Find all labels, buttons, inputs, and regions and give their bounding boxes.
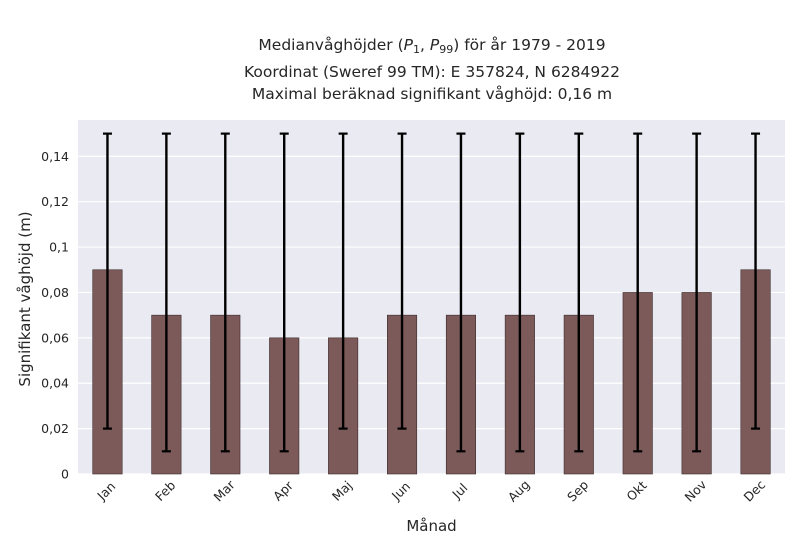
y-tick-label: 0,14 — [41, 149, 69, 164]
y-tick-label: 0,1 — [49, 240, 69, 255]
x-tick-label: Maj — [329, 478, 355, 504]
gridlines — [78, 155, 785, 475]
y-tick-label: 0 — [61, 467, 69, 482]
x-tick-label: Mar — [210, 477, 238, 505]
y-tick-label: 0,08 — [41, 285, 69, 300]
x-tick-label: Apr — [270, 477, 297, 504]
x-axis-ticks: Jan Feb Mar Apr Maj Jun Jul Aug Sep Okt Nov Dec — [93, 476, 768, 504]
x-tick-label: Feb — [152, 478, 178, 504]
title-line-3: Maximal beräknad signifikant våghöjd: 0,… — [251, 85, 613, 103]
x-tick-label: Nov — [682, 476, 710, 504]
x-tick-label: Sep — [564, 477, 591, 504]
x-tick-label: Okt — [623, 478, 649, 504]
x-axis-label: Månad — [406, 517, 456, 535]
x-tick-label: Dec — [740, 477, 768, 505]
y-tick-label: 0,06 — [41, 330, 69, 345]
plot-area — [78, 120, 785, 474]
y-axis-ticks: 0 0,02 0,04 0,06 0,08 0,1 0,12 0,14 — [41, 149, 69, 482]
y-tick-label: 0,12 — [41, 194, 69, 209]
chart-title: Medianvåghöjder (P1, P99) för år 1979 - … — [0, 34, 800, 105]
title-line-2: Koordinat (Sweref 99 TM): E 357824, N 62… — [244, 63, 620, 81]
y-tick-label: 0,02 — [41, 421, 69, 436]
y-tick-label: 0,04 — [41, 376, 69, 391]
error-bars — [102, 132, 761, 453]
y-axis-label: Signifikant våghöjd (m) — [16, 211, 34, 386]
title-line-1: Medianvåghöjder (P1, P99) för år 1979 - … — [258, 36, 606, 56]
x-tick-label: Jan — [93, 479, 118, 504]
x-tick-label: Jun — [388, 479, 413, 504]
x-tick-label: Jul — [448, 480, 470, 502]
x-tick-label: Aug — [505, 477, 533, 505]
